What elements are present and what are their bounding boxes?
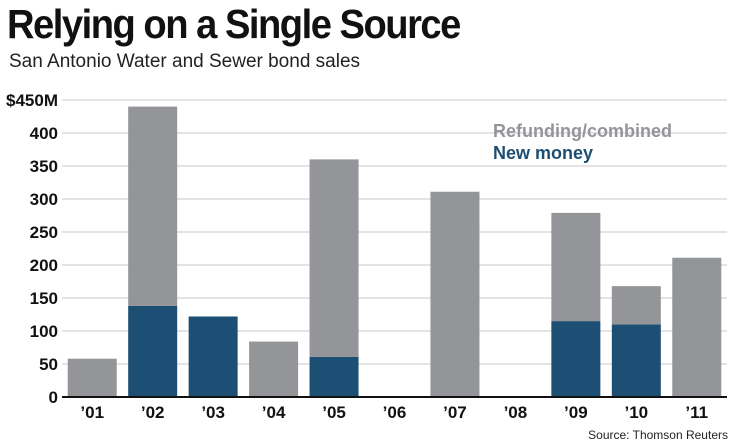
x-tick-label-7: ’08 — [504, 403, 528, 422]
bar-refunding-1 — [128, 106, 178, 306]
x-tick-label-6: ’07 — [443, 403, 467, 422]
x-tick-label-2: ’03 — [201, 403, 225, 422]
y-tick-label-300: 300 — [30, 190, 58, 209]
legend-item-new-money: New money — [493, 143, 593, 163]
x-tick-label-5: ’06 — [383, 403, 407, 422]
y-tick-label-200: 200 — [30, 256, 58, 275]
x-tick-label-10: ’11 — [685, 403, 708, 422]
bar-new-money-8 — [551, 321, 601, 397]
bar-new-money-4 — [309, 356, 359, 397]
x-tick-label-3: ’04 — [262, 403, 286, 422]
y-tick-label-0: 0 — [49, 388, 58, 407]
y-tick-label-350: 350 — [30, 157, 58, 176]
legend-item-refunding: Refunding/combined — [493, 121, 672, 141]
bars — [67, 106, 722, 397]
axes: 0 50 100 150 200 250 300 350 400 $450M ’01 ’02 ’03 ’0… — [6, 91, 727, 422]
y-tick-label-250: 250 — [30, 223, 58, 242]
y-tick-label-150: 150 — [30, 289, 58, 308]
bar-refunding-10 — [672, 257, 722, 397]
y-tick-label-450: $450M — [6, 91, 58, 110]
x-tick-label-9: ’10 — [624, 403, 648, 422]
x-tick-label-1: ’02 — [141, 403, 165, 422]
x-tick-label-8: ’09 — [564, 403, 588, 422]
y-tick-label-400: 400 — [30, 124, 58, 143]
bar-refunding-4 — [309, 159, 359, 357]
bar-refunding-3 — [249, 341, 299, 397]
bar-new-money-9 — [611, 324, 661, 397]
y-tick-label-100: 100 — [30, 322, 58, 341]
y-tick-label-50: 50 — [39, 355, 58, 374]
x-tick-label-0: ’01 — [80, 403, 104, 422]
bar-new-money-2 — [188, 316, 238, 397]
chart-title: Relying on a Single Source — [7, 1, 461, 47]
x-tick-label-4: ’05 — [322, 403, 346, 422]
bar-refunding-8 — [551, 212, 601, 322]
bar-refunding-6 — [430, 191, 480, 397]
bar-refunding-0 — [67, 358, 117, 397]
bar-refunding-9 — [611, 286, 661, 325]
source-note: Source: Thomson Reuters — [588, 428, 728, 442]
chart-subtitle: San Antonio Water and Sewer bond sales — [9, 51, 361, 72]
bar-new-money-1 — [128, 305, 178, 397]
